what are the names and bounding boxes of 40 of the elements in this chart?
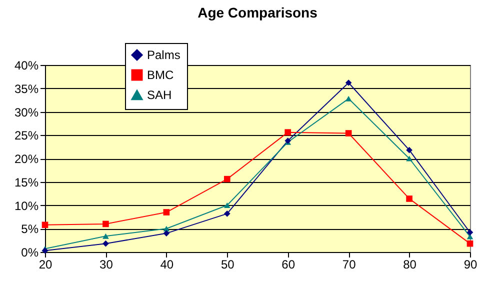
y-tick-label: 15% [14,175,39,190]
legend-label: BMC [147,68,174,82]
point [406,196,412,202]
point [345,130,352,136]
point [345,80,352,86]
y-tick-label: 35% [14,82,39,96]
x-tick-label: 40 [160,258,174,272]
point [224,176,230,182]
x-tick-label: 50 [220,258,235,272]
point [102,240,109,247]
y-tick-label: 25% [14,128,39,143]
chart-title: Age Comparisons [198,4,318,20]
point [406,156,412,162]
point [345,96,352,102]
y-tick-label: 20% [14,152,39,166]
legend-label: SAH [147,88,172,102]
point [102,233,109,239]
x-tick-label: 80 [403,258,417,272]
point [466,240,474,247]
point [163,226,170,232]
point [163,230,170,236]
point [466,229,474,236]
x-tick-label: 20 [38,258,52,272]
x-tick-label: 60 [282,258,296,272]
point [284,129,292,136]
legend-label: Palms [147,48,180,62]
point [224,202,230,208]
x-tick-label: 90 [464,258,478,272]
point [224,210,230,217]
point [163,209,170,216]
y-tick-label: 30% [14,105,39,120]
x-tick-label: 30 [100,258,114,272]
x-tick-label: 70 [342,258,356,272]
y-tick-label: 0% [21,246,39,260]
y-tick-label: 40% [14,58,39,72]
point [406,146,412,154]
point [466,234,474,240]
y-tick-label: 5% [21,222,39,236]
point [102,220,109,228]
y-tick-label: 10% [14,198,39,213]
